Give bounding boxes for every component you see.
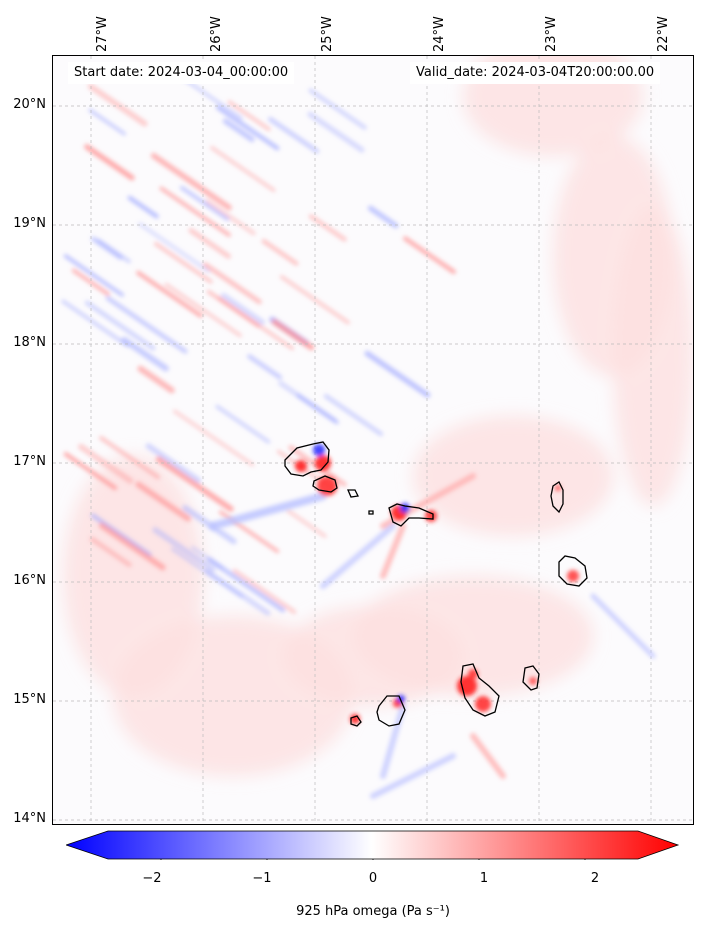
colorbar-tick-0: 0 [368,871,378,886]
valid-date-label: Valid_date: 2024-03-04T20:00:00.00 [410,62,661,84]
start-date-label: Start date: 2024-03-04_00:00:00 [68,62,295,84]
colorbar-gradient [66,830,680,860]
lon-label-25w: 25°W [320,16,335,52]
lat-label-16n: 16°N [13,573,46,588]
lat-label-19n: 19°N [13,216,46,231]
lat-label-17n: 17°N [13,454,46,469]
colorbar-label: 925 hPa omega (Pa s⁻¹) [296,904,450,919]
lat-label-14n: 14°N [13,811,46,826]
colorbar-tick-neg2: −2 [142,871,162,886]
lon-label-22w: 22°W [656,16,671,52]
lat-label-20n: 20°N [13,97,46,112]
lon-label-26w: 26°W [209,16,224,52]
colorbar-tick-neg1: −1 [252,871,272,886]
lon-label-27w: 27°W [95,16,110,52]
omega-field-map [53,56,693,824]
lon-label-23w: 23°W [544,16,559,52]
island-coastlines [284,441,588,727]
colorbar-tick-2: 2 [590,871,600,886]
lat-label-15n: 15°N [13,692,46,707]
map-panel [52,55,694,825]
lat-label-18n: 18°N [13,335,46,350]
colorbar-tick-1: 1 [479,871,489,886]
lon-label-24w: 24°W [432,16,447,52]
gridlines [53,56,693,824]
colorbar [66,830,680,860]
gravity-wave-stripes [61,76,456,616]
